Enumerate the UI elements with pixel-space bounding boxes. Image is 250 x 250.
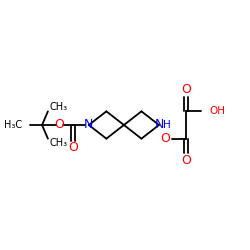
Text: H: H [163, 120, 171, 130]
Text: CH₃: CH₃ [50, 102, 68, 113]
Text: O: O [160, 132, 170, 145]
Text: O: O [181, 154, 191, 166]
Text: O: O [68, 141, 78, 154]
Text: H₃C: H₃C [4, 120, 22, 130]
Text: N: N [154, 118, 164, 132]
Text: O: O [181, 84, 191, 96]
Text: O: O [55, 118, 64, 132]
Text: CH₃: CH₃ [50, 138, 68, 147]
Text: OH: OH [210, 106, 226, 116]
Text: N: N [84, 118, 94, 132]
